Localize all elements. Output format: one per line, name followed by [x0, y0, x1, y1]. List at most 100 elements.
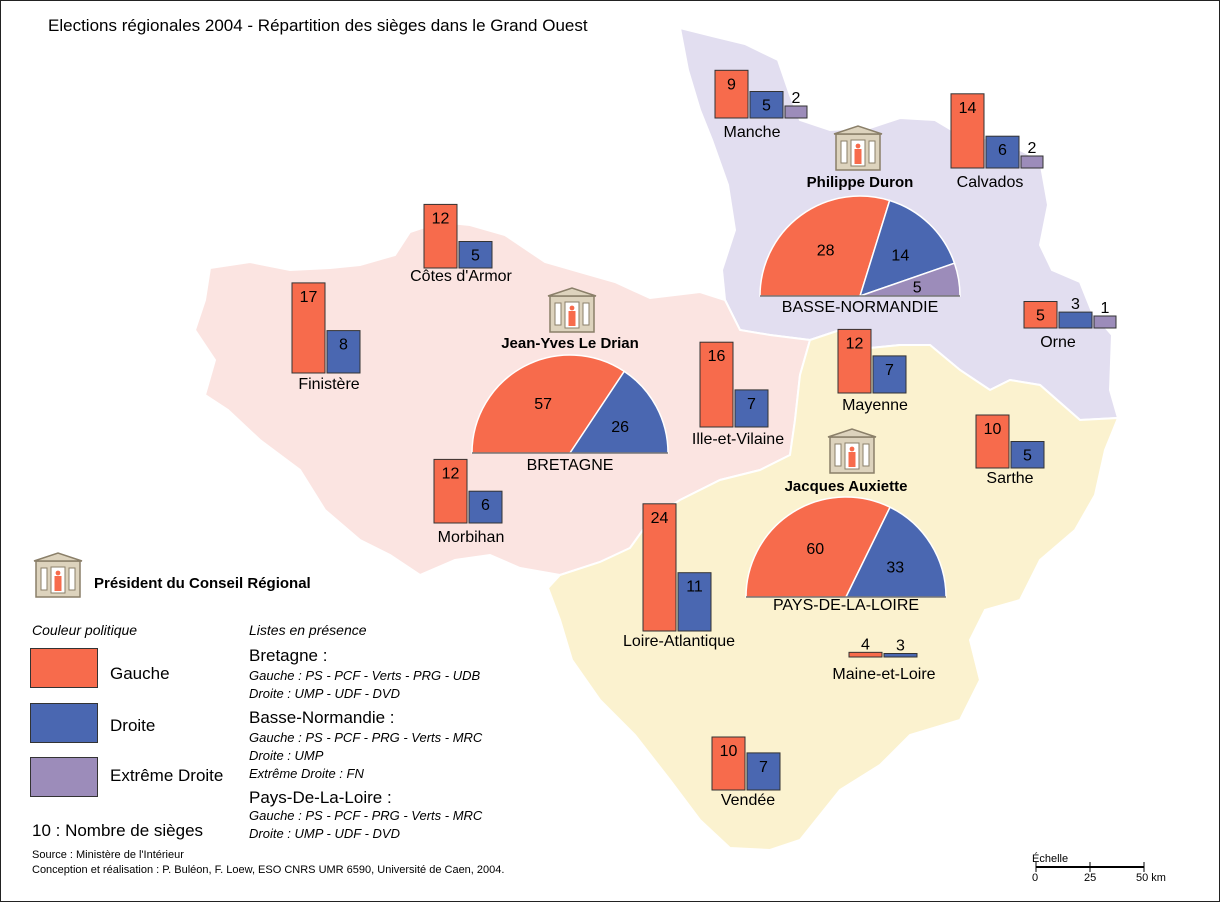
bar-manche-gauche — [714, 69, 749, 119]
bar-value-finistere-1: 8 — [339, 337, 348, 354]
region-name-pays-de-la-loire: PAYS-DE-LA-LOIRE — [772, 597, 920, 614]
bar-value-orne-1: 3 — [1071, 296, 1080, 313]
legend-president-label: Président du Conseil Régional — [94, 575, 311, 592]
bar-value-vendee-0: 10 — [720, 743, 738, 760]
region-name-basse-normandie: BASSE-NORMANDIE — [781, 299, 939, 316]
legend-swatch-droite — [30, 703, 98, 743]
bar-value-orne-2: 1 — [1101, 300, 1110, 317]
bar-value-loire-atlantique-0: 24 — [651, 510, 669, 527]
pie-slice-basse-normandie-gauche — [759, 195, 891, 297]
legend-building-icon — [33, 552, 83, 598]
bar-value-finistere-0: 17 — [300, 289, 318, 306]
bar-value-cotes-d-armor-1: 5 — [471, 248, 480, 265]
president-name-pays-de-la-loire: Jacques Auxiette — [784, 478, 908, 495]
bar-maine-et-loire-gauche — [848, 651, 883, 658]
lists-heading: Listes en présence — [249, 622, 367, 638]
bar-value-maine-et-loire-1: 3 — [896, 638, 905, 655]
bar-value-cotes-d-armor-0: 12 — [432, 210, 450, 227]
credits-text: Conception et réalisation : P. Buléon, F… — [32, 864, 505, 876]
bar-vendee-droite — [746, 752, 781, 791]
region-name-bretagne: BRETAGNE — [526, 457, 614, 474]
pie-slice-bretagne-droite — [568, 370, 669, 454]
map-title: Elections régionales 2004 - Répartition … — [48, 16, 588, 35]
pie-value-basse-normandie-droite: 14 — [891, 247, 909, 264]
scale-tick-0: 0 — [1032, 872, 1039, 884]
lists-bretagne-name: Bretagne : — [249, 646, 328, 665]
bar-sarthe-droite — [1010, 441, 1045, 469]
lists-pdl-droite: Droite : UMP - UDF - DVD — [249, 826, 400, 841]
dept-label-loire-atlantique: Loire-Atlantique — [622, 633, 736, 650]
bar-value-calvados-2: 2 — [1028, 140, 1037, 157]
lists-normandie-gauche: Gauche : PS - PCF - PRG - Verts - MRC — [249, 730, 483, 745]
scale-tick-25: 25 — [1084, 872, 1097, 884]
dept-label-finistere: Finistère — [298, 376, 360, 393]
bar-morbihan-gauche — [433, 458, 468, 524]
bar-value-mayenne-1: 7 — [885, 362, 894, 379]
bar-maine-et-loire-droite — [883, 653, 918, 658]
bar-value-calvados-0: 14 — [959, 100, 977, 117]
bar-finistere-droite — [326, 330, 361, 374]
bar-cotes-d-armor-gauche — [423, 203, 458, 269]
scale-tick-50: 50 km — [1136, 872, 1166, 884]
pie-slice-pays-de-la-loire-droite — [844, 506, 947, 598]
pie-value-bretagne-droite: 26 — [611, 419, 629, 436]
bar-ille-et-vilaine-gauche — [699, 341, 734, 428]
lists-bretagne-droite: Droite : UMP - UDF - DVD — [249, 686, 400, 701]
president-building-icon-bretagne — [547, 287, 597, 333]
bar-calvados-gauche — [950, 93, 985, 169]
bar-manche-extreme — [784, 105, 808, 119]
scale-title: Échelle — [1032, 853, 1069, 865]
bar-value-orne-0: 5 — [1036, 308, 1045, 325]
bar-value-sarthe-0: 10 — [984, 421, 1002, 438]
dept-label-cotes-d-armor: Côtes d'Armor — [410, 268, 512, 285]
bar-value-mayenne-0: 12 — [846, 335, 864, 352]
bar-value-ille-et-vilaine-0: 16 — [708, 348, 726, 365]
president-name-bretagne: Jean-Yves Le Drian — [501, 335, 639, 352]
legend-extreme-label: Extrême Droite — [110, 766, 224, 785]
bar-value-sarthe-1: 5 — [1023, 448, 1032, 465]
bar-morbihan-droite — [468, 490, 503, 524]
bar-value-manche-1: 5 — [762, 98, 771, 115]
bar-mayenne-gauche — [837, 328, 872, 394]
pie-slice-pays-de-la-loire-gauche — [745, 496, 892, 598]
president-name-basse-normandie: Philippe Duron — [806, 174, 914, 191]
bar-orne-droite — [1058, 311, 1093, 329]
bar-value-maine-et-loire-0: 4 — [861, 636, 870, 653]
dept-label-calvados: Calvados — [956, 174, 1024, 191]
bar-value-morbihan-1: 6 — [481, 497, 490, 514]
bar-loire-atlantique-gauche — [642, 503, 677, 632]
dept-label-sarthe: Sarthe — [986, 470, 1034, 487]
pie-value-basse-normandie-extreme: 5 — [913, 279, 922, 296]
bar-value-morbihan-0: 12 — [442, 465, 460, 482]
bar-mayenne-droite — [872, 355, 907, 394]
bar-ille-et-vilaine-droite — [734, 389, 769, 428]
dept-label-vendee: Vendée — [720, 792, 776, 809]
dept-label-orne: Orne — [1040, 334, 1076, 351]
legend-droite-label: Droite — [110, 716, 156, 735]
legend-color-heading: Couleur politique — [32, 622, 138, 638]
dept-label-mayenne: Mayenne — [842, 397, 908, 414]
bar-calvados-droite — [985, 135, 1020, 169]
scale-bar — [1035, 862, 1145, 872]
bar-value-manche-0: 9 — [727, 76, 736, 93]
legend-swatch-extreme — [30, 757, 98, 797]
pie-value-pays-de-la-loire-droite: 33 — [886, 559, 904, 576]
dept-label-ille-et-vilaine: Ille-et-Vilaine — [691, 431, 785, 448]
bar-value-loire-atlantique-1: 11 — [686, 579, 703, 596]
lists-normandie-extreme: Extrême Droite : FN — [249, 766, 364, 781]
dept-label-manche: Manche — [723, 124, 781, 141]
lists-pdl-name: Pays-De-La-Loire : — [249, 788, 392, 807]
lists-bretagne-gauche: Gauche : PS - PCF - Verts - PRG - UDB — [249, 668, 481, 683]
lists-normandie-name: Basse-Normandie : — [249, 708, 395, 727]
bar-value-manche-2: 2 — [792, 90, 801, 107]
pie-value-pays-de-la-loire-gauche: 60 — [806, 541, 824, 558]
bar-vendee-gauche — [711, 736, 746, 791]
bar-value-calvados-1: 6 — [998, 142, 1007, 159]
legend-gauche-label: Gauche — [110, 664, 170, 683]
source-text: Source : Ministère de l'Intérieur — [32, 849, 184, 861]
bar-cotes-d-armor-droite — [458, 241, 493, 269]
lists-pdl-gauche: Gauche : PS - PCF - PRG - Verts - MRC — [249, 808, 483, 823]
bar-value-vendee-1: 7 — [759, 759, 768, 776]
bar-calvados-extreme — [1020, 155, 1044, 169]
